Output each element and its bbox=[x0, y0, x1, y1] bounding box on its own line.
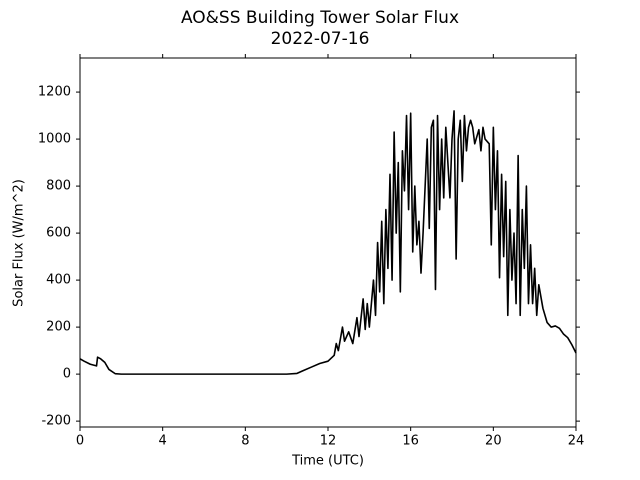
x-tick-label: 24 bbox=[568, 434, 585, 449]
x-tick-label: 20 bbox=[485, 434, 502, 449]
y-tick-label: 1200 bbox=[38, 85, 71, 100]
x-tick-label: 8 bbox=[241, 434, 249, 449]
chart-subtitle: 2022-07-16 bbox=[271, 29, 370, 49]
y-tick-label: 400 bbox=[46, 273, 71, 288]
line-series bbox=[79, 110, 577, 375]
plot-frame bbox=[79, 57, 577, 428]
y-tick-label: 200 bbox=[46, 320, 71, 335]
y-tick-label: 800 bbox=[46, 179, 71, 194]
y-tick-label: 0 bbox=[63, 367, 71, 382]
x-axis-label: Time (UTC) bbox=[291, 454, 364, 469]
chart-title: AO&SS Building Tower Solar Flux bbox=[181, 8, 459, 28]
x-tick-label: 0 bbox=[76, 434, 84, 449]
y-axis-label: Solar Flux (W/m^2) bbox=[12, 179, 27, 307]
y-tick-label: -200 bbox=[41, 414, 71, 429]
x-tick-label: 4 bbox=[159, 434, 167, 449]
y-tick-label: 1000 bbox=[38, 132, 71, 147]
x-tick-label: 16 bbox=[402, 434, 419, 449]
y-tick-label: 600 bbox=[46, 226, 71, 241]
x-tick-label: 12 bbox=[320, 434, 337, 449]
